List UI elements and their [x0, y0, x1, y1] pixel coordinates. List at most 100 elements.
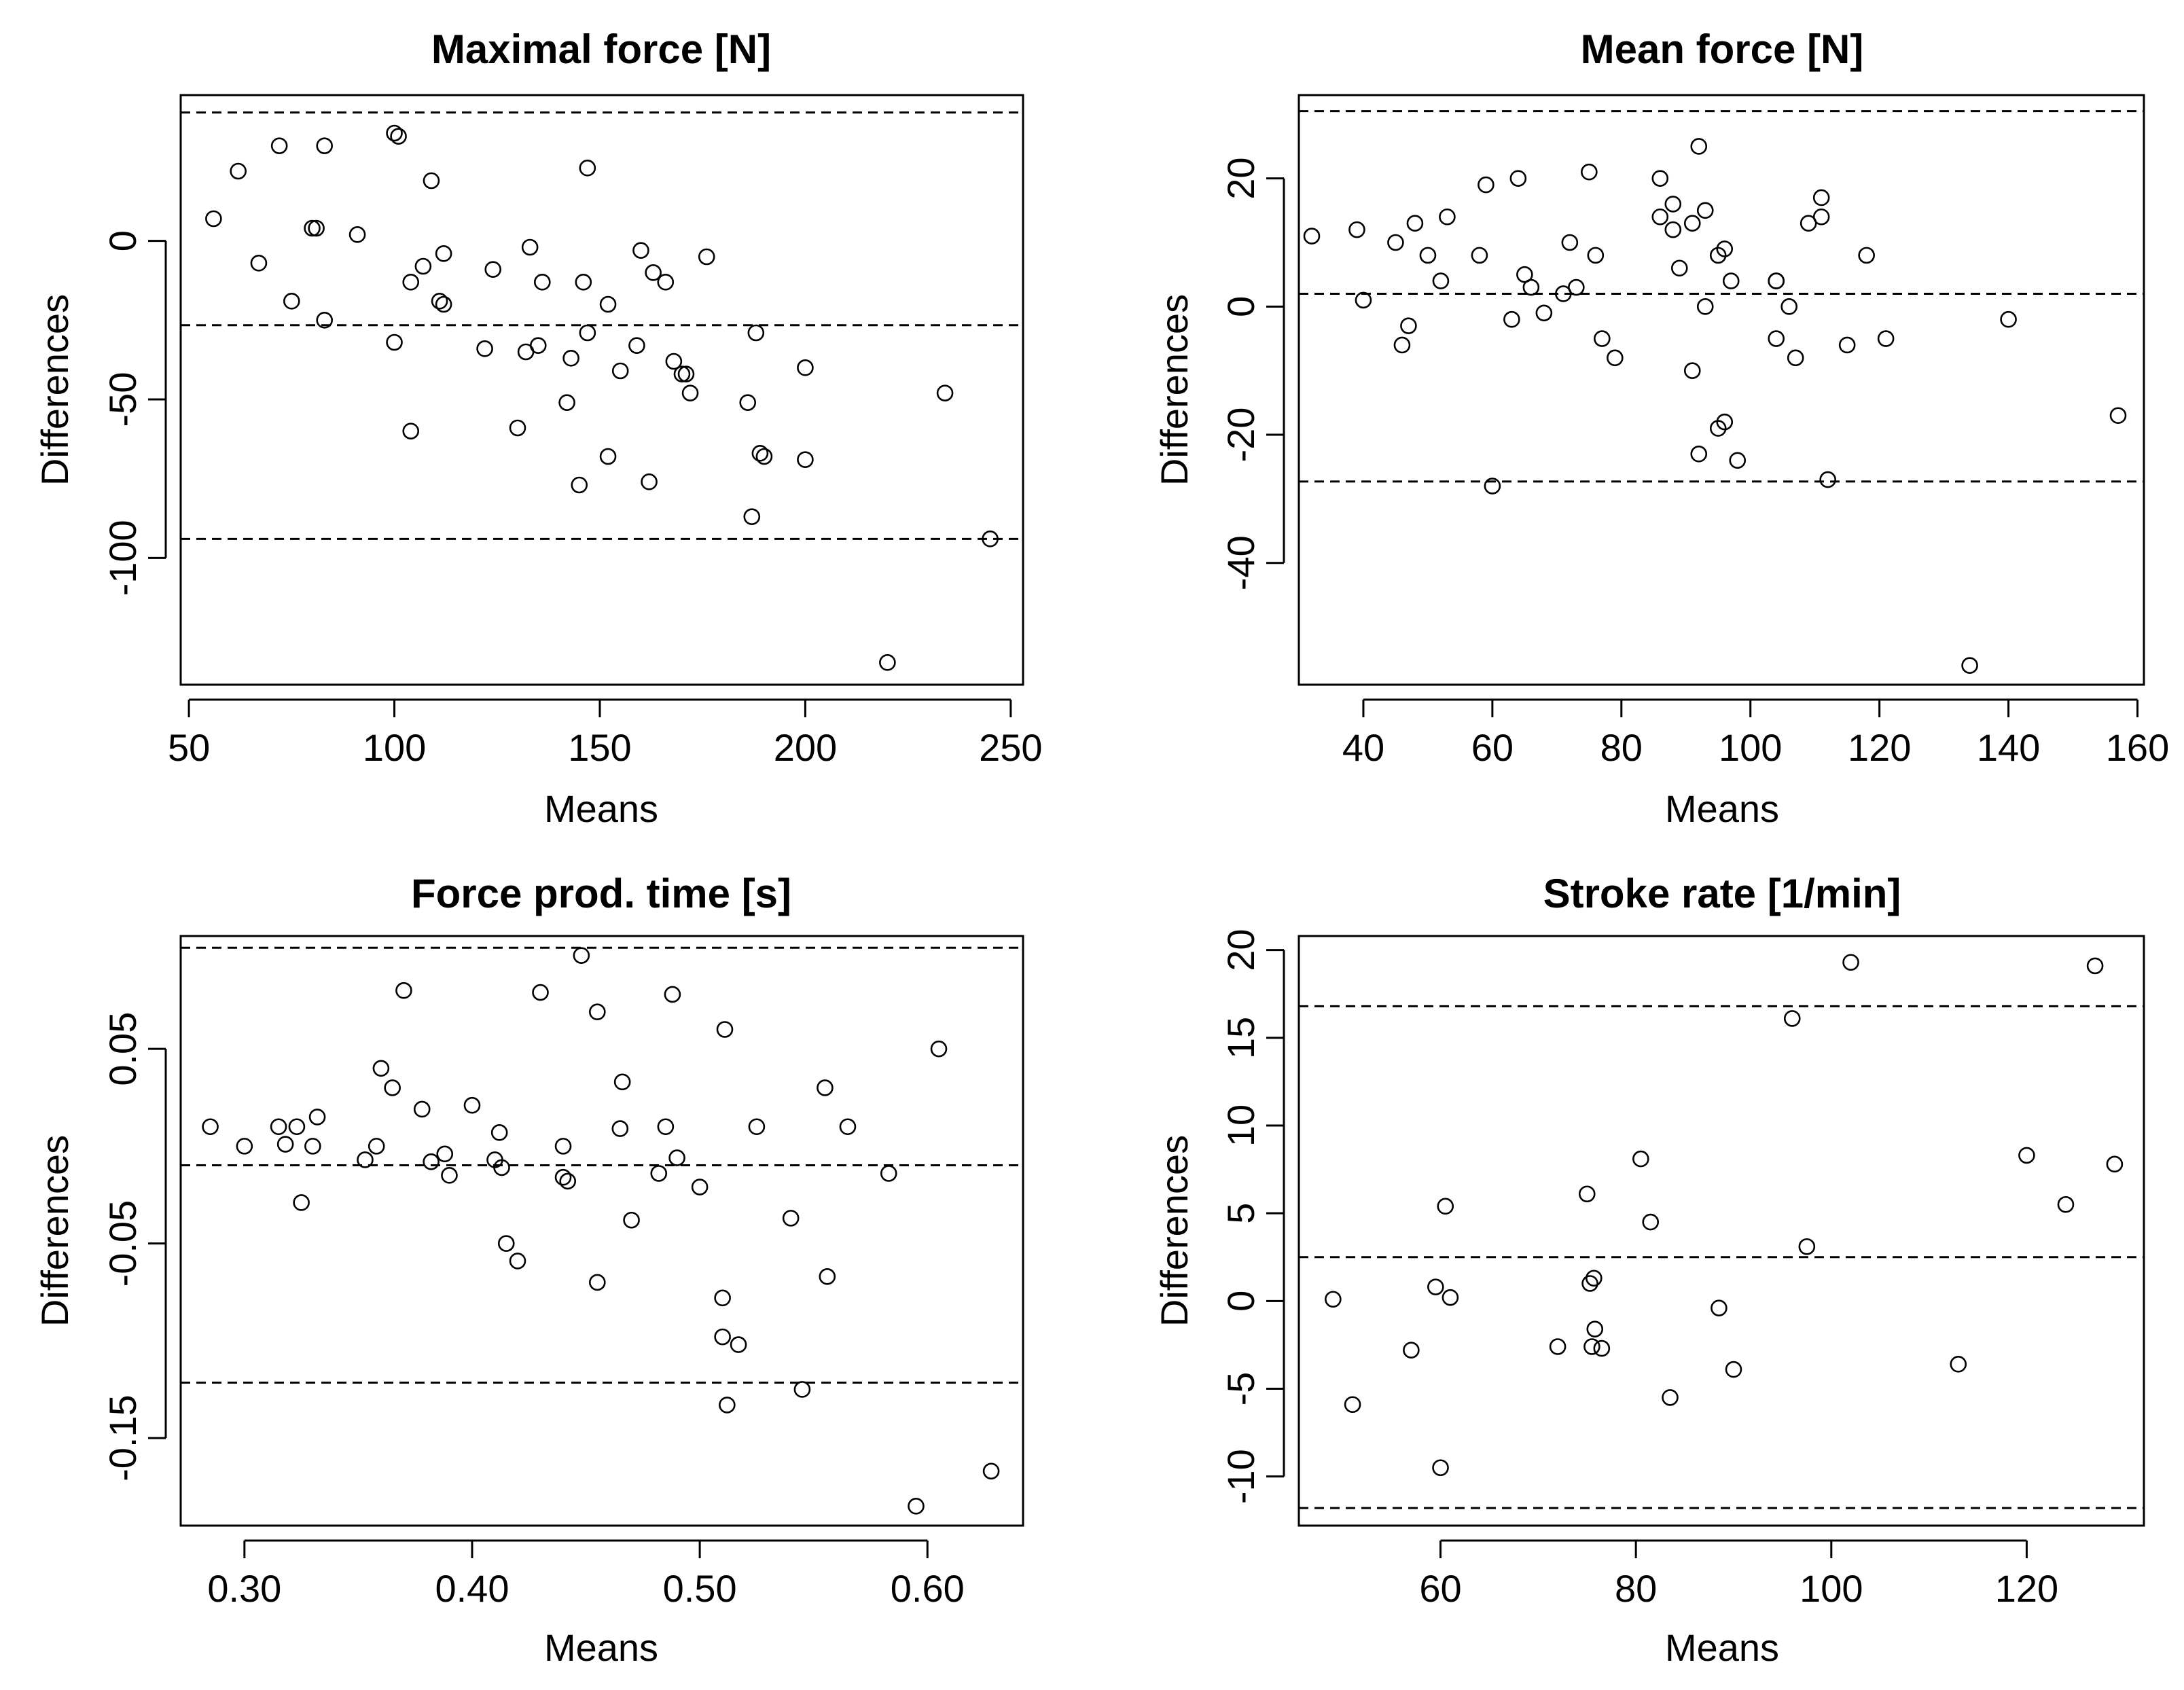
- x-tick-label: 200: [774, 726, 837, 769]
- data-point: [1593, 1340, 1611, 1357]
- data-point: [641, 473, 658, 490]
- x-tick-label: 120: [1848, 726, 1911, 769]
- data-point: [1581, 1275, 1598, 1292]
- data-point: [230, 162, 247, 180]
- y-axis-label: Differences: [1153, 294, 1196, 486]
- y-axis-label: Differences: [33, 294, 76, 486]
- x-axis-label: Means: [544, 1626, 658, 1669]
- data-point: [1535, 304, 1553, 322]
- chart-title: Maximal force [N]: [431, 26, 771, 72]
- data-point: [1437, 1198, 1454, 1215]
- data-point: [250, 255, 268, 272]
- panel-force-prod-time: Force prod. time [s] Means Differences 0…: [33, 871, 1024, 1669]
- data-point: [623, 1211, 640, 1229]
- x-tick-label: 150: [568, 726, 631, 769]
- data-point: [509, 1253, 526, 1270]
- x-tick-label: 80: [1600, 726, 1643, 769]
- data-point: [573, 947, 590, 964]
- data-point: [1406, 215, 1424, 232]
- data-point: [236, 1138, 253, 1155]
- data-point: [562, 350, 579, 367]
- data-point: [1877, 330, 1895, 347]
- panel-mean-force: Mean force [N] Means Differences 40 60 80 1…: [1153, 26, 2169, 830]
- data-point: [1670, 259, 1688, 277]
- data-point: [1842, 954, 1859, 971]
- data-point: [559, 1172, 577, 1190]
- data-point: [716, 1021, 734, 1038]
- data-point: [1961, 657, 1978, 674]
- x-axis-label: Means: [1665, 787, 1779, 830]
- data-point: [476, 340, 493, 357]
- x-tick-label: 160: [2106, 726, 2169, 769]
- data-point: [1812, 208, 1830, 226]
- data-point: [1838, 336, 1856, 354]
- data-point: [386, 124, 403, 142]
- data-point: [1439, 208, 1456, 226]
- data-point: [509, 419, 526, 437]
- data-point: [521, 238, 539, 256]
- y-tick-label: 20: [1219, 158, 1262, 200]
- data-point: [714, 1289, 731, 1307]
- plot-frame: [179, 94, 1024, 686]
- x-tick-label: 50: [168, 726, 210, 769]
- x-tick-label: 40: [1342, 726, 1384, 769]
- data-point: [435, 295, 452, 313]
- data-point: [493, 1159, 510, 1176]
- data-point: [484, 261, 502, 278]
- data-point: [1858, 247, 1875, 264]
- data-point: [930, 1040, 948, 1058]
- data-point: [782, 1210, 800, 1227]
- data-point: [797, 359, 814, 376]
- data-point: [529, 337, 547, 354]
- data-point: [1651, 170, 1669, 187]
- data-point: [714, 1328, 731, 1346]
- data-point: [441, 1167, 458, 1184]
- data-point: [1716, 240, 1734, 257]
- data-point: [982, 1462, 1000, 1480]
- data-point: [1586, 1270, 1603, 1287]
- data-points: [1325, 954, 2124, 1477]
- data-point: [657, 1118, 675, 1136]
- data-point: [1355, 291, 1372, 309]
- data-point: [1325, 1291, 1342, 1308]
- data-point: [395, 982, 412, 999]
- data-point: [1690, 138, 1708, 155]
- data-point: [575, 274, 592, 291]
- y-ticks: -100 -50 0: [101, 230, 167, 596]
- data-point: [1716, 413, 1734, 431]
- x-tick-label: 250: [979, 726, 1042, 769]
- data-point: [1642, 1213, 1660, 1231]
- data-point: [1768, 272, 1785, 289]
- data-point: [1632, 1150, 1649, 1168]
- x-tick-label: 60: [1471, 726, 1514, 769]
- plot-frame: [1297, 94, 2145, 686]
- y-tick-label: 15: [1219, 1017, 1262, 1059]
- data-point: [1403, 1342, 1420, 1359]
- data-points: [202, 947, 1000, 1515]
- y-tick-label: 0: [1219, 1291, 1262, 1312]
- data-point: [1393, 336, 1411, 354]
- data-point: [384, 1079, 401, 1096]
- data-point: [1471, 247, 1488, 264]
- data-point: [691, 1179, 709, 1195]
- plot-frame: [179, 935, 1024, 1527]
- data-point: [554, 1138, 572, 1155]
- data-point: [1478, 176, 1494, 194]
- data-point: [413, 1100, 431, 1118]
- data-point: [1711, 1299, 1727, 1316]
- data-point: [1419, 247, 1437, 264]
- data-point: [665, 353, 683, 370]
- reference-lines: [181, 111, 1023, 540]
- data-point: [599, 448, 617, 465]
- data-point: [719, 1397, 736, 1414]
- data-point: [402, 422, 420, 439]
- data-point: [435, 245, 452, 262]
- data-point: [202, 1118, 219, 1136]
- y-tick-label: -0.05: [101, 1200, 144, 1287]
- reference-lines: [181, 946, 1023, 1384]
- data-point: [1683, 362, 1701, 379]
- data-point: [677, 365, 695, 382]
- data-point: [908, 1498, 925, 1515]
- data-point: [751, 445, 769, 462]
